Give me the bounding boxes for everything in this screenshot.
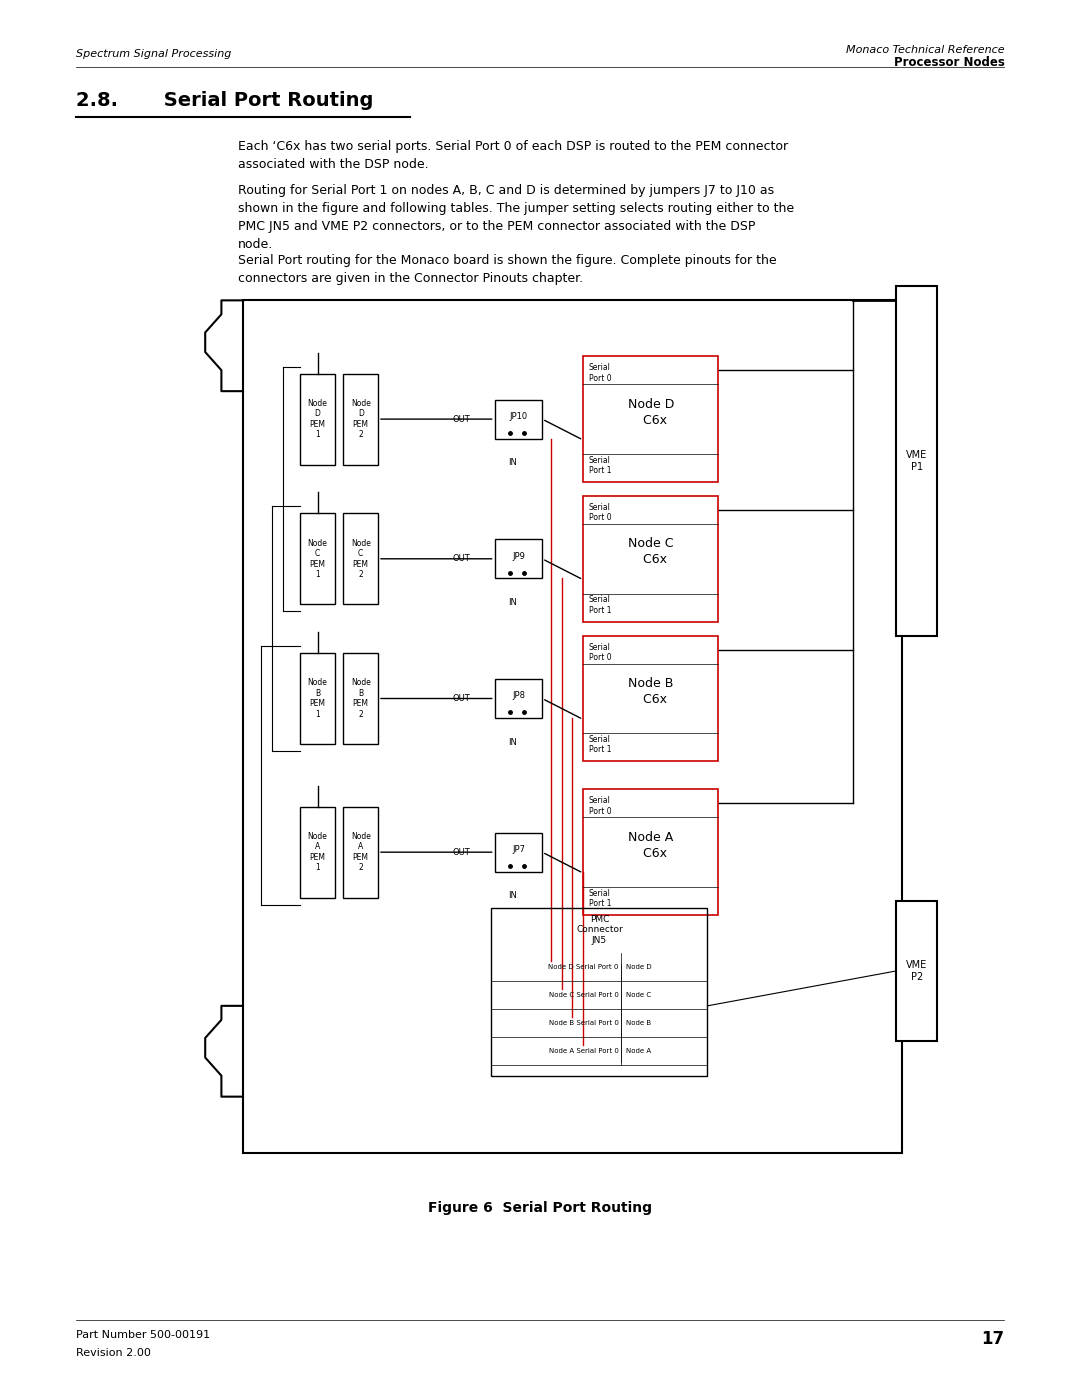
Text: Serial
Port 1: Serial Port 1 <box>589 888 611 908</box>
Text: 2.8.   Serial Port Routing: 2.8. Serial Port Routing <box>76 91 373 110</box>
Bar <box>491 908 707 1076</box>
Text: OUT: OUT <box>453 415 470 423</box>
Text: Serial
Port 0: Serial Port 0 <box>589 363 611 383</box>
Bar <box>896 901 937 1041</box>
Text: Node
D
PEM
2: Node D PEM 2 <box>351 400 370 439</box>
Bar <box>343 654 378 743</box>
Text: Node C: Node C <box>626 992 651 997</box>
Bar <box>495 400 542 439</box>
Bar <box>495 539 542 578</box>
Text: Figure 6  Serial Port Routing: Figure 6 Serial Port Routing <box>428 1201 652 1215</box>
Text: Node
B
PEM
1: Node B PEM 1 <box>308 679 327 718</box>
Text: JP7: JP7 <box>512 845 525 854</box>
Text: Monaco Technical Reference: Monaco Technical Reference <box>846 45 1004 54</box>
Text: Node
C
PEM
2: Node C PEM 2 <box>351 539 370 578</box>
Text: VME
P2: VME P2 <box>906 960 928 982</box>
Text: Serial
Port 1: Serial Port 1 <box>589 735 611 754</box>
Text: Revision 2.00: Revision 2.00 <box>76 1348 150 1358</box>
Text: IN: IN <box>509 891 517 900</box>
Text: Node
A
PEM
1: Node A PEM 1 <box>308 833 327 872</box>
Bar <box>343 374 378 464</box>
Text: Serial
Port 1: Serial Port 1 <box>589 595 611 615</box>
Bar <box>583 356 718 482</box>
Bar <box>300 374 335 464</box>
Text: Spectrum Signal Processing: Spectrum Signal Processing <box>76 49 231 59</box>
Text: IN: IN <box>509 458 517 467</box>
Text: Node D Serial Port 0: Node D Serial Port 0 <box>549 964 619 970</box>
Text: Node B
  C6x: Node B C6x <box>627 678 674 705</box>
Text: Serial
Port 0: Serial Port 0 <box>589 796 611 816</box>
Text: Node
C
PEM
1: Node C PEM 1 <box>308 539 327 578</box>
Text: PMC
Connector
JN5: PMC Connector JN5 <box>576 915 623 944</box>
Text: Node C Serial Port 0: Node C Serial Port 0 <box>549 992 619 997</box>
Bar <box>300 806 335 897</box>
Bar <box>583 636 718 761</box>
Text: Node
A
PEM
2: Node A PEM 2 <box>351 833 370 872</box>
Text: Node D
  C6x: Node D C6x <box>627 398 674 426</box>
Text: Node
B
PEM
2: Node B PEM 2 <box>351 679 370 718</box>
Text: Routing for Serial Port 1 on nodes A, B, C and D is determined by jumpers J7 to : Routing for Serial Port 1 on nodes A, B,… <box>238 184 794 251</box>
Text: Processor Nodes: Processor Nodes <box>893 56 1004 68</box>
Text: Node B Serial Port 0: Node B Serial Port 0 <box>549 1020 619 1025</box>
Bar <box>343 513 378 604</box>
Text: IN: IN <box>509 738 517 746</box>
Text: Each ‘C6x has two serial ports. Serial Port 0 of each DSP is routed to the PEM c: Each ‘C6x has two serial ports. Serial P… <box>238 140 787 170</box>
Text: Node C
  C6x: Node C C6x <box>627 538 674 566</box>
Bar <box>243 300 902 1153</box>
Text: Serial
Port 0: Serial Port 0 <box>589 643 611 662</box>
Text: OUT: OUT <box>453 694 470 703</box>
Bar <box>300 654 335 743</box>
Bar <box>300 513 335 604</box>
Text: JP10: JP10 <box>510 412 527 420</box>
Text: OUT: OUT <box>453 848 470 856</box>
Bar <box>495 679 542 718</box>
Text: IN: IN <box>509 598 517 606</box>
Bar <box>583 789 718 915</box>
Text: OUT: OUT <box>453 555 470 563</box>
Text: Node A
  C6x: Node A C6x <box>629 831 673 859</box>
Text: JP8: JP8 <box>512 692 525 700</box>
Bar <box>583 496 718 622</box>
Text: VME
P1: VME P1 <box>906 450 928 472</box>
Text: Serial
Port 0: Serial Port 0 <box>589 503 611 522</box>
Text: Node
D
PEM
1: Node D PEM 1 <box>308 400 327 439</box>
Text: Node A Serial Port 0: Node A Serial Port 0 <box>549 1048 619 1053</box>
Text: Serial Port routing for the Monaco board is shown the figure. Complete pinouts f: Serial Port routing for the Monaco board… <box>238 254 777 285</box>
Text: Node A: Node A <box>626 1048 651 1053</box>
Text: Part Number 500-00191: Part Number 500-00191 <box>76 1330 210 1340</box>
Text: Node D: Node D <box>626 964 652 970</box>
Bar <box>495 833 542 872</box>
Text: Serial
Port 1: Serial Port 1 <box>589 455 611 475</box>
Text: Node B: Node B <box>626 1020 651 1025</box>
Text: 17: 17 <box>982 1330 1004 1348</box>
Bar <box>896 286 937 636</box>
Bar <box>343 806 378 897</box>
Text: JP9: JP9 <box>512 552 525 560</box>
